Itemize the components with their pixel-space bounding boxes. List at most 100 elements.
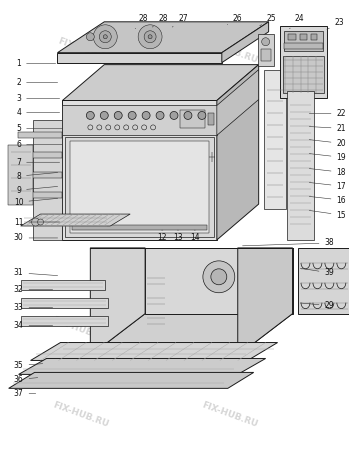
Text: 1: 1 [16,59,56,68]
Bar [284,43,323,49]
Polygon shape [90,314,293,356]
Polygon shape [18,152,62,158]
Text: 32: 32 [14,285,53,294]
Text: 17: 17 [309,182,346,191]
Polygon shape [62,65,259,100]
Polygon shape [217,70,259,135]
Text: 18: 18 [309,168,346,177]
Polygon shape [72,225,207,230]
Polygon shape [282,56,324,93]
Bar [312,34,317,40]
Text: FIX-HUB.RU: FIX-HUB.RU [201,36,259,65]
Circle shape [144,31,156,43]
Polygon shape [21,280,105,290]
Text: 19: 19 [309,153,346,162]
Text: FIX-HUB.RU: FIX-HUB.RU [51,400,110,428]
Text: FIX-HUB.RU: FIX-HUB.RU [51,315,110,344]
Polygon shape [19,359,266,374]
Polygon shape [90,248,145,356]
Circle shape [156,112,164,119]
Text: 20: 20 [309,139,346,148]
Polygon shape [18,192,62,198]
Polygon shape [21,298,108,308]
Polygon shape [18,132,62,138]
Text: 26: 26 [227,14,243,24]
Text: 9: 9 [16,186,58,195]
Text: 31: 31 [14,268,58,277]
Polygon shape [21,315,108,326]
Text: 4: 4 [16,108,60,117]
Text: FIX-HUB.RU: FIX-HUB.RU [201,400,259,428]
Text: 11: 11 [14,217,60,226]
Text: 34: 34 [14,321,53,330]
Text: 16: 16 [309,196,346,205]
Circle shape [170,112,178,119]
Text: 36: 36 [14,375,38,384]
Polygon shape [8,145,33,205]
Text: 2: 2 [16,78,58,87]
Polygon shape [298,248,350,314]
Polygon shape [222,22,269,63]
Circle shape [198,112,206,119]
Text: 15: 15 [309,211,346,220]
Polygon shape [280,26,327,98]
Text: FIX-HUB.RU: FIX-HUB.RU [201,315,259,344]
Polygon shape [30,342,278,360]
Polygon shape [65,137,214,237]
Bar [258,34,274,66]
Circle shape [86,33,94,41]
Text: 3: 3 [16,94,60,103]
Polygon shape [21,214,130,226]
Circle shape [148,35,152,39]
Text: 8: 8 [16,172,58,181]
Circle shape [203,261,235,293]
Text: FIX-HUB.RU: FIX-HUB.RU [31,141,90,170]
Text: 22: 22 [309,109,346,118]
Text: 21: 21 [309,124,346,133]
Polygon shape [145,248,293,314]
Circle shape [138,25,162,49]
Text: 28: 28 [135,14,148,29]
Text: 10: 10 [14,198,58,207]
Polygon shape [33,121,62,240]
Polygon shape [57,53,222,63]
Circle shape [128,112,136,119]
Text: 39: 39 [300,268,334,277]
Polygon shape [70,141,209,233]
Text: 6: 6 [16,140,63,149]
Circle shape [37,219,43,225]
Polygon shape [238,248,293,356]
Text: 33: 33 [14,303,53,312]
Text: 14: 14 [190,230,200,243]
Text: 13: 13 [173,230,183,243]
Bar [284,31,323,51]
Text: 30: 30 [14,234,58,243]
Text: 29: 29 [300,301,334,310]
Circle shape [142,112,150,119]
Text: 25: 25 [260,14,276,26]
Text: FIX-HUB.RU: FIX-HUB.RU [56,36,114,65]
Circle shape [93,25,117,49]
Text: 5: 5 [16,124,63,133]
Polygon shape [57,22,269,53]
Bar [208,113,214,126]
Polygon shape [264,70,286,209]
Text: 38: 38 [243,238,334,248]
Circle shape [86,112,94,119]
Circle shape [114,112,122,119]
Polygon shape [18,172,62,178]
Text: 27: 27 [172,14,188,27]
Text: 7: 7 [16,158,60,167]
Text: 28: 28 [152,14,168,27]
Bar [261,49,271,61]
Text: 12: 12 [157,230,167,243]
Polygon shape [217,65,259,240]
Circle shape [99,31,111,43]
Polygon shape [62,100,217,240]
Circle shape [103,35,107,39]
Circle shape [211,269,227,285]
Polygon shape [62,105,217,135]
Bar [180,110,205,128]
Circle shape [262,38,270,46]
Text: 35: 35 [14,361,43,370]
